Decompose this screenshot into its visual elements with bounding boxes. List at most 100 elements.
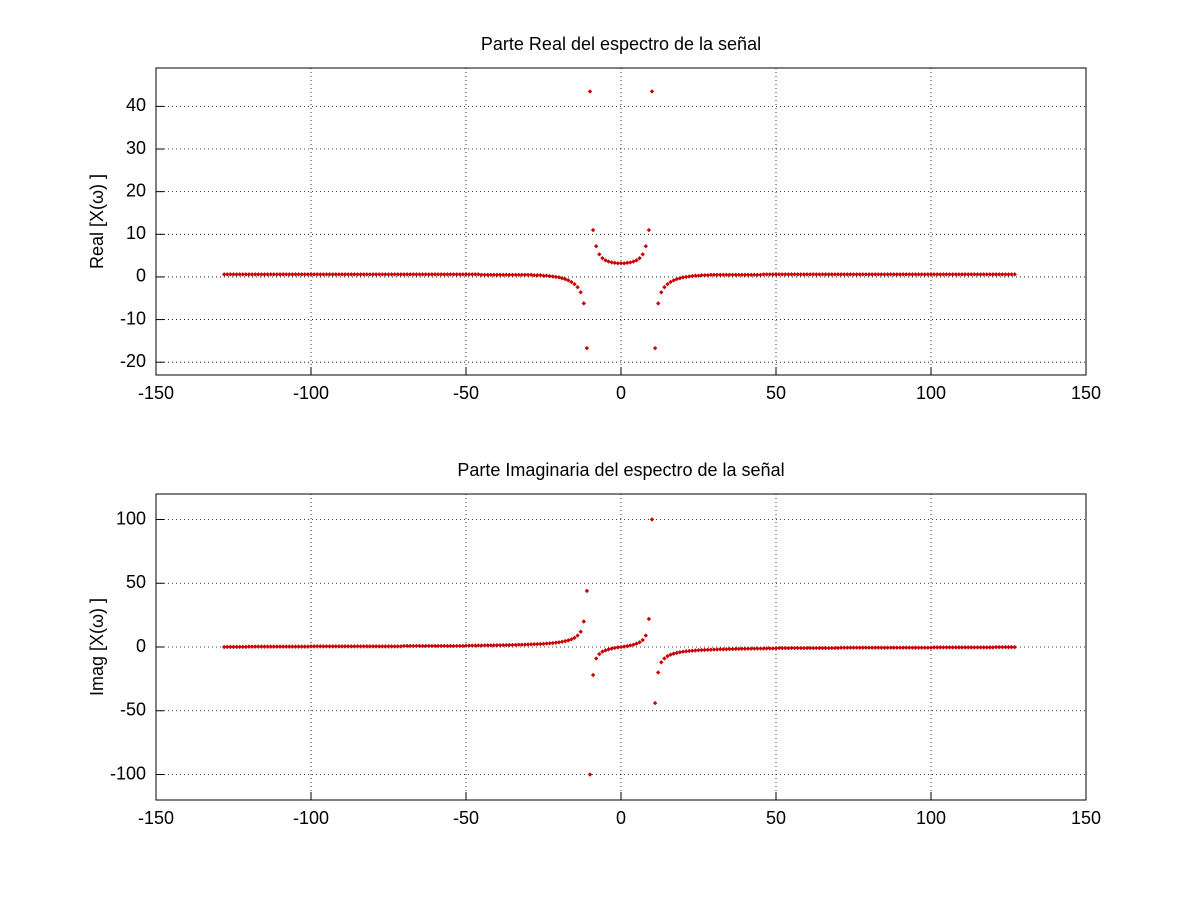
data-point xyxy=(246,644,252,649)
data-point xyxy=(346,644,351,649)
data-point xyxy=(606,647,611,652)
data-point xyxy=(801,645,807,651)
data-point xyxy=(950,272,955,277)
data-point xyxy=(739,272,745,277)
data-point xyxy=(296,272,301,277)
data-point xyxy=(231,644,236,650)
data-point xyxy=(470,643,475,648)
data-point xyxy=(256,644,261,649)
data-point xyxy=(541,641,546,647)
data-point xyxy=(370,644,376,649)
data-point xyxy=(559,276,565,281)
data-point xyxy=(792,272,797,277)
data-point xyxy=(904,272,909,277)
data-point xyxy=(922,272,927,277)
data-point xyxy=(569,637,574,642)
data-point xyxy=(708,647,714,652)
data-point xyxy=(823,645,828,651)
data-point xyxy=(380,644,385,649)
data-point xyxy=(342,272,348,277)
data-point xyxy=(572,281,577,287)
data-point xyxy=(364,272,369,277)
x-tick-label: -150 xyxy=(138,808,174,828)
data-point xyxy=(488,272,493,277)
data-point xyxy=(544,641,549,646)
data-point xyxy=(842,645,847,650)
data-point xyxy=(249,644,255,649)
data-point xyxy=(240,644,245,650)
data-point xyxy=(346,272,351,277)
data-point xyxy=(730,272,735,277)
data-point xyxy=(631,642,636,647)
data-point xyxy=(953,645,958,650)
data-point xyxy=(501,642,506,648)
data-point xyxy=(330,272,335,277)
data-point xyxy=(479,643,484,648)
data-point xyxy=(649,89,655,94)
data-point xyxy=(414,272,419,277)
data-point xyxy=(680,649,686,654)
data-point xyxy=(299,272,304,277)
data-point xyxy=(352,644,357,649)
data-point xyxy=(854,272,859,277)
data-point xyxy=(730,646,735,652)
data-point xyxy=(287,272,292,277)
data-point xyxy=(473,643,478,648)
data-point xyxy=(993,272,999,277)
data-point xyxy=(851,645,856,650)
data-point xyxy=(795,272,800,277)
data-point xyxy=(432,643,438,649)
data-point xyxy=(770,646,776,651)
data-point xyxy=(358,272,363,277)
data-point xyxy=(265,644,270,649)
data-point xyxy=(724,646,729,652)
data-point xyxy=(761,272,766,277)
data-point xyxy=(494,643,500,648)
data-point xyxy=(352,272,357,277)
data-point xyxy=(702,647,707,653)
data-point xyxy=(656,670,661,675)
data-point xyxy=(497,643,503,648)
data-point xyxy=(866,645,872,650)
data-point xyxy=(426,643,431,649)
data-point xyxy=(634,641,639,646)
data-point xyxy=(708,272,714,277)
data-point xyxy=(761,646,766,651)
data-point xyxy=(687,648,692,654)
data-point xyxy=(842,272,847,277)
data-point xyxy=(922,645,927,650)
data-point xyxy=(947,272,952,277)
data-point xyxy=(401,643,407,649)
data-point xyxy=(398,272,404,277)
data-point xyxy=(494,272,500,277)
data-point xyxy=(253,644,258,649)
data-point xyxy=(721,272,726,277)
data-point xyxy=(696,647,701,653)
data-point xyxy=(377,272,382,277)
data-point xyxy=(318,644,323,649)
data-point xyxy=(811,272,816,277)
data-point xyxy=(587,772,593,777)
data-point xyxy=(597,252,602,257)
data-point xyxy=(625,260,630,266)
data-point xyxy=(321,272,326,277)
data-point xyxy=(1009,272,1014,277)
data-point xyxy=(355,644,360,649)
data-point xyxy=(578,629,583,634)
data-point xyxy=(916,645,921,650)
chart-title: Parte Imaginaria del espectro de la seña… xyxy=(457,460,784,480)
data-point xyxy=(532,641,537,647)
data-point xyxy=(271,272,276,277)
data-point xyxy=(727,272,732,277)
data-point xyxy=(786,645,791,651)
data-point xyxy=(243,644,249,650)
data-point xyxy=(727,646,732,652)
data-point xyxy=(866,272,872,277)
data-point xyxy=(339,272,345,277)
data-point xyxy=(879,645,884,650)
data-point xyxy=(231,272,236,277)
data-point xyxy=(327,272,332,277)
data-point xyxy=(259,644,264,649)
data-point xyxy=(448,643,453,649)
data-point xyxy=(482,272,487,277)
